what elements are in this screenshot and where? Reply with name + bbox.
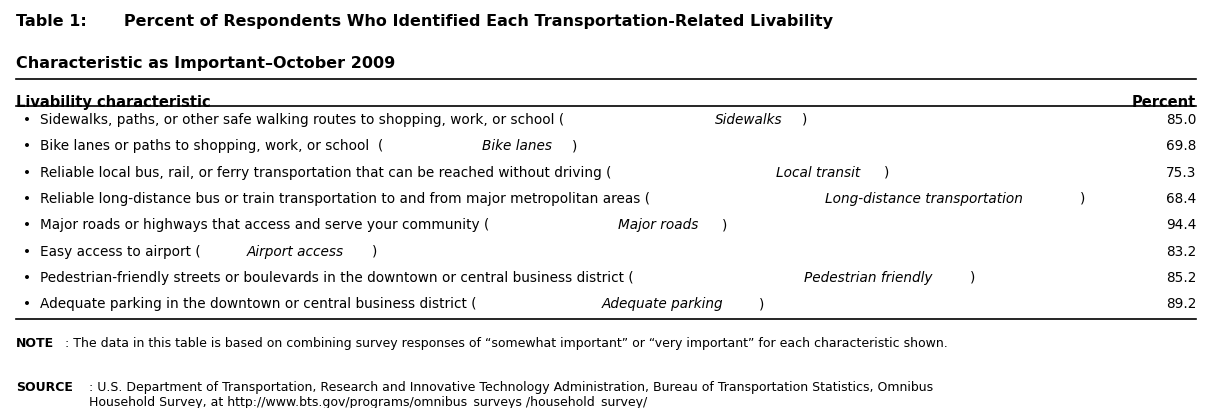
- Text: Characteristic as Important–October 2009: Characteristic as Important–October 2009: [16, 56, 395, 71]
- Text: •: •: [23, 139, 32, 153]
- Text: •: •: [23, 271, 32, 285]
- Text: Pedestrian friendly: Pedestrian friendly: [805, 271, 933, 285]
- Text: •: •: [23, 166, 32, 180]
- Text: ): ): [572, 139, 577, 153]
- Text: ): ): [970, 271, 976, 285]
- Text: Pedestrian-friendly streets or boulevards in the downtown or central business di: Pedestrian-friendly streets or boulevard…: [40, 271, 634, 285]
- Text: Percent of Respondents Who Identified Each Transportation-Related Livability: Percent of Respondents Who Identified Ea…: [107, 14, 833, 29]
- Text: Sidewalks, paths, or other safe walking routes to shopping, work, or school (: Sidewalks, paths, or other safe walking …: [40, 113, 565, 127]
- Text: ): ): [1080, 192, 1086, 206]
- Text: 85.2: 85.2: [1166, 271, 1196, 285]
- Text: ): ): [722, 218, 727, 232]
- Text: ): ): [884, 166, 890, 180]
- Text: Local transit: Local transit: [776, 166, 859, 180]
- Text: 69.8: 69.8: [1166, 139, 1196, 153]
- Text: Adequate parking in the downtown or central business district (: Adequate parking in the downtown or cent…: [40, 297, 476, 311]
- Text: •: •: [23, 113, 32, 127]
- Text: Reliable local bus, rail, or ferry transportation that can be reached without dr: Reliable local bus, rail, or ferry trans…: [40, 166, 612, 180]
- Text: •: •: [23, 192, 32, 206]
- Text: 89.2: 89.2: [1166, 297, 1196, 311]
- Text: ): ): [372, 244, 377, 259]
- Text: SOURCE: SOURCE: [16, 381, 73, 393]
- Text: Airport access: Airport access: [247, 244, 344, 259]
- Text: Reliable long-distance bus or train transportation to and from major metropolita: Reliable long-distance bus or train tran…: [40, 192, 650, 206]
- Text: Livability characteristic: Livability characteristic: [16, 95, 211, 110]
- Text: 68.4: 68.4: [1166, 192, 1196, 206]
- Text: : U.S. Department of Transportation, Research and Innovative Technology Administ: : U.S. Department of Transportation, Res…: [90, 381, 933, 408]
- Text: Percent: Percent: [1132, 95, 1196, 110]
- Text: Long-distance transportation: Long-distance transportation: [825, 192, 1023, 206]
- Text: •: •: [23, 218, 32, 232]
- Text: NOTE: NOTE: [16, 337, 55, 350]
- Text: ): ): [759, 297, 764, 311]
- Text: ): ): [802, 113, 807, 127]
- Text: Table 1:: Table 1:: [16, 14, 86, 29]
- Text: Major roads or highways that access and serve your community (: Major roads or highways that access and …: [40, 218, 490, 232]
- Text: Adequate parking: Adequate parking: [602, 297, 724, 311]
- Text: 94.4: 94.4: [1166, 218, 1196, 232]
- Text: Easy access to airport (: Easy access to airport (: [40, 244, 201, 259]
- Text: Major roads: Major roads: [618, 218, 699, 232]
- Text: 83.2: 83.2: [1166, 244, 1196, 259]
- Text: Bike lanes or paths to shopping, work, or school  (: Bike lanes or paths to shopping, work, o…: [40, 139, 383, 153]
- Text: 75.3: 75.3: [1166, 166, 1196, 180]
- Text: : The data in this table is based on combining survey responses of “somewhat imp: : The data in this table is based on com…: [65, 337, 948, 350]
- Text: Bike lanes: Bike lanes: [482, 139, 551, 153]
- Text: •: •: [23, 297, 32, 311]
- Text: 85.0: 85.0: [1166, 113, 1196, 127]
- Text: •: •: [23, 244, 32, 259]
- Text: Sidewalks: Sidewalks: [715, 113, 783, 127]
